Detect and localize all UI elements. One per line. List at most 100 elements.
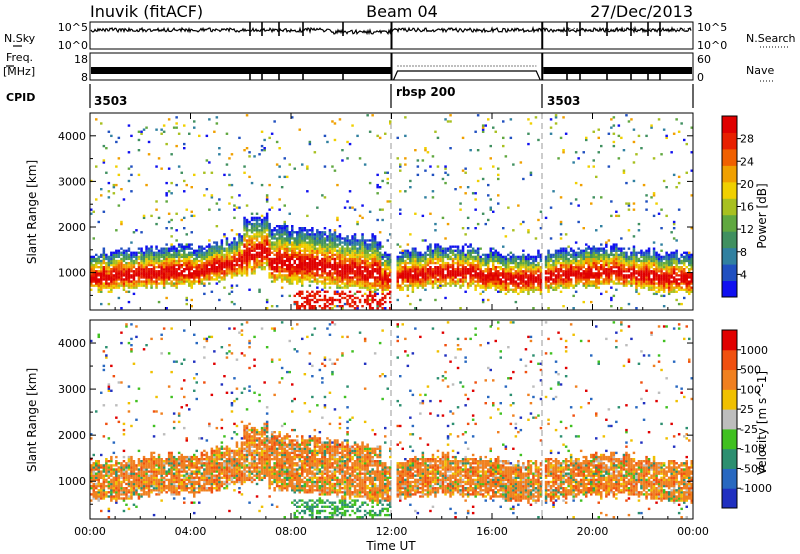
range-time-cell [459, 307, 462, 310]
range-time-cell [110, 274, 113, 277]
range-time-cell [459, 268, 462, 271]
cpid-label: CPID [6, 91, 35, 104]
range-time-cell [243, 266, 246, 269]
range-time-cell [338, 305, 342, 308]
range-time-cell [293, 241, 296, 244]
range-time-cell [291, 280, 294, 283]
range-time-cell [147, 270, 151, 273]
range-time-cell [150, 249, 153, 252]
range-time-cell [341, 253, 344, 257]
range-time-cell [326, 235, 329, 238]
range-time-cell [243, 249, 246, 252]
range-time-cell [100, 270, 103, 273]
range-time-cell [373, 276, 377, 279]
range-time-cell [110, 259, 113, 263]
range-time-cell [125, 282, 128, 285]
range-time-cell [519, 261, 523, 265]
range-time-cell [378, 243, 382, 246]
range-time-cell [610, 126, 613, 129]
range-time-cell [110, 272, 113, 275]
range-time-cell [622, 261, 626, 265]
range-time-cell [127, 249, 131, 252]
range-time-cell [652, 282, 656, 285]
range-time-cell [532, 278, 535, 281]
range-time-cell [238, 270, 241, 273]
range-time-cell [610, 200, 613, 203]
range-time-cell [303, 263, 307, 267]
range-time-cell [597, 249, 600, 252]
range-time-cell [552, 288, 555, 291]
range-time-cell [162, 263, 166, 267]
range-time-cell [323, 243, 327, 246]
range-time-cell [351, 255, 354, 259]
range-time-cell [155, 280, 158, 283]
range-time-cell [612, 132, 616, 135]
range-time-cell [127, 263, 131, 267]
range-time-cell [509, 272, 513, 275]
range-time-cell [137, 276, 141, 279]
range-time-cell [296, 307, 299, 310]
range-time-cell [100, 188, 103, 191]
range-time-cell [574, 274, 578, 277]
range-time-cell [569, 266, 573, 269]
range-time-cell [238, 257, 241, 261]
range-time-cell [414, 266, 417, 269]
range-time-cell [406, 253, 410, 257]
range-time-cell [343, 257, 347, 261]
range-time-cell [386, 181, 389, 185]
range-time-cell [549, 282, 553, 285]
range-time-cell [595, 175, 598, 179]
range-time-cell [306, 272, 309, 275]
range-time-cell [102, 286, 106, 289]
range-time-cell [333, 266, 337, 269]
range-time-cell [316, 272, 319, 275]
range-time-cell [544, 255, 548, 259]
range-time-cell [147, 276, 151, 279]
range-time-cell [549, 278, 553, 281]
range-time-cell [507, 257, 510, 261]
range-time-cell [381, 276, 384, 279]
range-time-cell [630, 255, 633, 259]
range-time-cell [512, 282, 515, 285]
range-time-cell [559, 257, 563, 261]
range-time-cell [476, 222, 480, 226]
range-time-cell [605, 270, 608, 273]
range-time-cell [303, 227, 307, 230]
range-time-cell [429, 272, 432, 275]
range-time-cell [308, 142, 312, 146]
range-time-cell [343, 282, 347, 285]
range-time-cell [321, 307, 324, 310]
range-time-cell [92, 237, 95, 240]
range-time-cell [487, 284, 490, 287]
range-time-cell [366, 245, 369, 248]
range-time-cell [587, 284, 590, 287]
range-time-cell [567, 251, 570, 254]
range-time-cell [366, 243, 369, 246]
range-time-cell [308, 235, 312, 238]
range-time-cell [291, 227, 294, 230]
range-time-cell [296, 241, 299, 244]
range-time-cell [218, 261, 221, 265]
range-time-cell [441, 247, 445, 250]
range-time-cell [557, 257, 560, 261]
range-time-cell [278, 208, 281, 211]
range-time-cell [451, 272, 455, 275]
range-time-cell [444, 237, 447, 240]
range-time-cell [250, 216, 254, 220]
range-time-cell [517, 276, 520, 279]
range-time-cell [632, 263, 636, 267]
range-time-cell [326, 253, 329, 257]
range-time-cell [142, 128, 146, 131]
range-time-cell [451, 268, 455, 271]
range-time-cell [378, 284, 382, 287]
range-time-cell [253, 237, 256, 240]
range-time-cell [311, 270, 314, 273]
range-time-cell [474, 272, 477, 275]
range-time-cell [622, 276, 626, 279]
range-time-cell [590, 284, 593, 287]
range-time-cell [268, 183, 271, 187]
range-time-cell [145, 263, 148, 267]
range-time-cell [102, 259, 106, 263]
range-time-cell [363, 286, 367, 289]
range-time-cell [328, 302, 332, 306]
